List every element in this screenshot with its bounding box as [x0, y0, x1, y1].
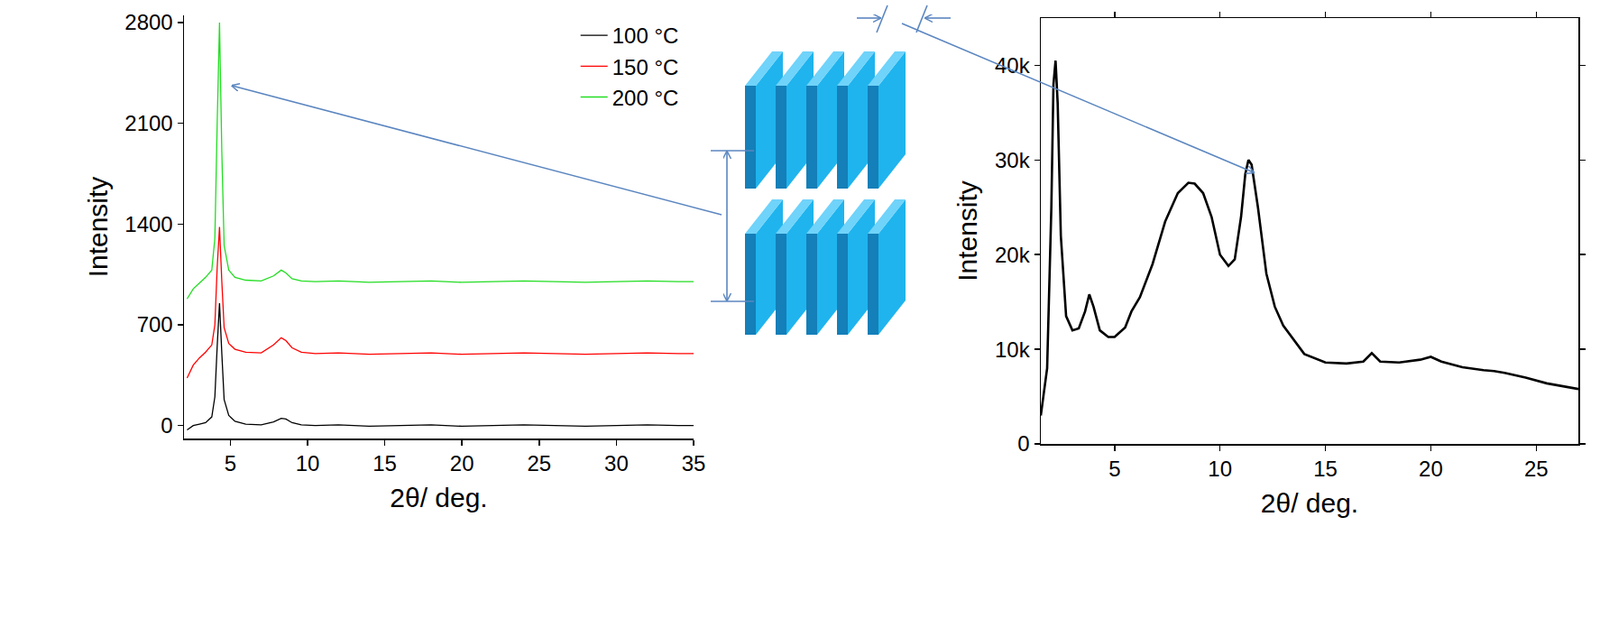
svg-text:20: 20 — [450, 450, 475, 476]
svg-text:30: 30 — [604, 450, 629, 476]
svg-text:10k: 10k — [994, 337, 1031, 362]
svg-text:700: 700 — [137, 312, 174, 337]
svg-text:15: 15 — [1313, 456, 1338, 481]
svg-text:200 °C: 200 °C — [612, 85, 680, 111]
svg-text:30k: 30k — [994, 147, 1031, 173]
svg-text:150 °C: 150 °C — [612, 55, 680, 80]
svg-text:2θ/ deg.: 2θ/ deg. — [1260, 487, 1359, 518]
svg-text:2θ/ deg.: 2θ/ deg. — [389, 482, 488, 513]
svg-text:25: 25 — [1524, 456, 1549, 481]
svg-text:20k: 20k — [994, 242, 1031, 267]
svg-text:25: 25 — [526, 450, 552, 476]
svg-text:0: 0 — [1017, 431, 1030, 456]
svg-text:Intensity: Intensity — [952, 180, 983, 282]
svg-text:2100: 2100 — [124, 110, 173, 136]
svg-text:10: 10 — [1207, 456, 1233, 481]
svg-text:1400: 1400 — [124, 211, 173, 237]
svg-text:2800: 2800 — [124, 9, 173, 35]
svg-text:5: 5 — [1108, 456, 1121, 481]
svg-text:Intensity: Intensity — [82, 176, 113, 278]
svg-text:35: 35 — [681, 450, 707, 476]
svg-text:5: 5 — [224, 450, 237, 476]
svg-text:15: 15 — [372, 450, 397, 476]
svg-text:100 °C: 100 °C — [612, 23, 680, 48]
svg-text:40k: 40k — [994, 53, 1031, 78]
svg-text:10: 10 — [295, 450, 321, 476]
svg-text:0: 0 — [160, 413, 173, 438]
svg-text:20: 20 — [1418, 456, 1444, 481]
